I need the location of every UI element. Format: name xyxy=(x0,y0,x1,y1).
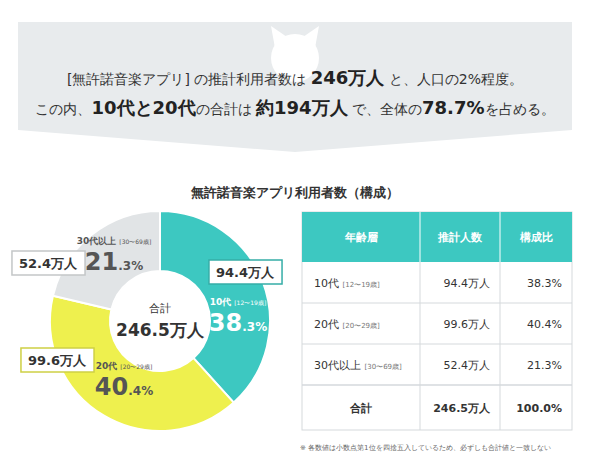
cell-main: 30代以上 xyxy=(314,359,365,372)
canvas: [無許諾音楽アプリ] の推計利用者数は 246万人 と、人口の2%程度。この内、… xyxy=(0,0,590,464)
slice-value: 21.3% xyxy=(85,248,143,276)
column-rule xyxy=(500,262,501,430)
headline-segment: 10代と20代 xyxy=(91,97,195,118)
headline-segment: 約194万人 xyxy=(255,97,349,118)
table-cell: 99.6万人 xyxy=(444,318,491,331)
table-header-bg xyxy=(302,212,572,262)
table-cell: 21.3% xyxy=(527,359,562,372)
center-value: 246.5万人 xyxy=(116,320,205,340)
count-label: 94.4万人 xyxy=(216,265,275,280)
table-head: 推計人数 xyxy=(437,231,483,244)
table-cell: 30代以上 [30〜69歳] xyxy=(314,359,402,372)
icon-horn xyxy=(271,26,287,48)
cell-sub: [30〜69歳] xyxy=(365,363,403,371)
table-head: 年齢層 xyxy=(344,231,378,244)
slice-labels: 10代[12〜19歳]38.3%94.4万人20代[20〜29歳]40.4%99… xyxy=(12,236,282,401)
count-box: 99.6万人 xyxy=(21,348,94,372)
age-range: [20〜29歳] xyxy=(120,363,152,370)
slice-category: 30代以上[30〜69歳] xyxy=(77,236,151,246)
count-label: 99.6万人 xyxy=(28,353,87,368)
table-cell: 38.3% xyxy=(527,277,562,290)
value-major: 38 xyxy=(209,309,242,337)
table: 年齢層 推計人数 構成比 10代 [12〜19歳] 94.4万人 38.3% 20代 [20… xyxy=(302,212,572,430)
table-frame xyxy=(302,212,572,430)
chart-title: 無許諾音楽アプリ利用者数（構成） xyxy=(190,185,399,200)
row-rule xyxy=(302,303,572,304)
cell-sub: [12〜19歳] xyxy=(343,281,381,289)
table-cell: 20代 [20〜29歳] xyxy=(314,318,380,331)
count-box-frame xyxy=(21,348,94,372)
value-minor: .3% xyxy=(242,320,267,334)
banner xyxy=(18,22,572,152)
category-name: 30代以上 xyxy=(77,236,117,246)
column-rule xyxy=(420,262,421,430)
page: [無許諾音楽アプリ] の推計利用者数は 246万人 と、人口の2%程度。この内、… xyxy=(0,0,590,464)
count-box-frame xyxy=(209,260,282,284)
cell-main: 20代 xyxy=(314,318,343,331)
icon-horn xyxy=(303,26,319,48)
center-disc xyxy=(111,272,209,370)
table-cell: 246.5万人 xyxy=(433,402,491,415)
table-cell: 100.0% xyxy=(516,402,562,415)
category-name: 20代 xyxy=(96,361,118,371)
table-cell: 40.4% xyxy=(527,318,562,331)
cell-main: 10代 xyxy=(314,277,343,290)
headline: この内、10代と20代の合計は 約194万人 で、全体の78.7%を占める。 xyxy=(35,97,554,118)
value-minor: .3% xyxy=(118,259,143,273)
slice-value: 40.4% xyxy=(95,373,153,401)
headline-segment: 78.7% xyxy=(422,97,484,118)
headline-segment: を占める。 xyxy=(485,101,555,117)
row-rule xyxy=(302,384,572,386)
count-label: 52.4万人 xyxy=(19,256,78,271)
headline: [無許諾音楽アプリ] の推計利用者数は 246万人 と、人口の2%程度。 xyxy=(67,67,523,88)
count-box: 94.4万人 xyxy=(209,260,282,284)
value-major: 40 xyxy=(95,373,128,401)
headline-segment: の合計は xyxy=(196,101,256,117)
headline-segment: [無許諾音楽アプリ] の推計利用者数は xyxy=(67,71,311,87)
headline-segment: 246万人 xyxy=(311,67,386,88)
headline-segment: で、全体の xyxy=(348,101,422,117)
slice-category: 20代[20〜29歳] xyxy=(96,361,152,371)
value-major: 21 xyxy=(85,248,118,276)
age-range: [30〜69歳] xyxy=(119,238,151,245)
slices xyxy=(50,211,270,431)
center-title: 合計 xyxy=(149,302,171,315)
table-cell: 合計 xyxy=(349,402,372,415)
count-box-frame xyxy=(12,251,85,275)
table-cell: 94.4万人 xyxy=(444,277,491,290)
header-rule xyxy=(420,212,421,262)
headline-segment: と、人口の2%程度。 xyxy=(384,71,523,87)
slice-value: 38.3% xyxy=(209,309,267,337)
table-cell: 52.4万人 xyxy=(444,359,491,372)
row-rule xyxy=(302,344,572,345)
slice-category: 10代[12〜19歳] xyxy=(210,297,266,307)
table-head: 構成比 xyxy=(519,231,553,244)
headline-segment: この内、 xyxy=(35,101,91,117)
header-rule xyxy=(500,212,501,262)
age-range: [12〜19歳] xyxy=(234,299,266,306)
footnote: ※ 各数値は小数点第1位を四捨五入しているため、必ずしも合計値と一致しない xyxy=(300,444,551,452)
table-cell: 10代 [12〜19歳] xyxy=(314,277,380,290)
value-minor: .4% xyxy=(128,384,153,398)
count-box: 52.4万人 xyxy=(12,251,85,275)
cell-sub: [20〜29歳] xyxy=(343,322,381,330)
pie: 合計246.5万人10代[12〜19歳]38.3%94.4万人20代[20〜29… xyxy=(12,211,282,431)
category-name: 10代 xyxy=(210,297,232,307)
